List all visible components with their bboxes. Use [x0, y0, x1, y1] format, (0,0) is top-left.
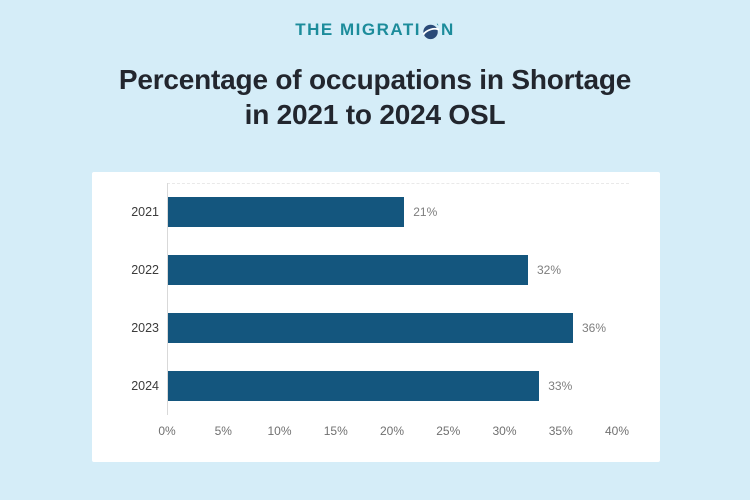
logo-text-before: THE MIGRATI — [295, 20, 421, 39]
logo: THE MIGRATI N — [0, 20, 750, 40]
x-tick-label: 40% — [604, 424, 630, 438]
globe-orbit-icon — [422, 22, 440, 40]
bar — [168, 255, 528, 285]
bar-row: 2021 21% — [92, 197, 660, 227]
x-tick-label: 35% — [548, 424, 573, 438]
bar — [168, 371, 540, 401]
bar — [168, 313, 573, 343]
bar-row: 2022 32% — [92, 255, 660, 285]
y-axis-label: 2021 — [131, 205, 159, 219]
title-line-1: Percentage of occupations in Shortage — [118, 64, 632, 95]
bar-value-label: 21% — [413, 205, 438, 219]
x-tick-label: 5% — [214, 424, 232, 438]
bar — [168, 197, 405, 227]
x-tick-label: 20% — [379, 424, 405, 438]
bar-row: 2024 33% — [92, 371, 660, 401]
chart-card: 0% 5% 10% 15% 20% 25% 30% 35% 40% 2021 21% 2022 32%… — [92, 172, 660, 462]
plot-area: 0% 5% 10% 15% 20% 25% 30% 35% 40% 2021 21% 2022 32%… — [92, 172, 660, 462]
x-tick-label: 15% — [323, 424, 348, 438]
y-axis-label: 2024 — [131, 379, 159, 393]
x-tick-label: 0% — [158, 424, 176, 438]
bar-value-label: 36% — [582, 321, 607, 335]
bar-row: 2023 36% — [92, 313, 660, 343]
bar-value-label: 32% — [537, 263, 562, 277]
x-tick-label: 30% — [492, 424, 517, 438]
plot-top-gridline — [167, 183, 629, 184]
y-axis-line — [167, 183, 168, 415]
x-tick-label: 25% — [436, 424, 461, 438]
x-tick-label: 10% — [267, 424, 292, 438]
x-axis-labels: 0% 5% 10% 15% 20% 25% 30% 35% 40% — [92, 424, 660, 440]
bar-value-label: 33% — [548, 379, 573, 393]
page-title: Percentage of occupations in Shortage in… — [0, 62, 750, 132]
title-line-2: in 2021 to 2024 OSL — [244, 99, 506, 130]
y-axis-label: 2023 — [131, 321, 159, 335]
y-axis-label: 2022 — [131, 263, 159, 277]
logo-text-after: N — [440, 20, 455, 39]
